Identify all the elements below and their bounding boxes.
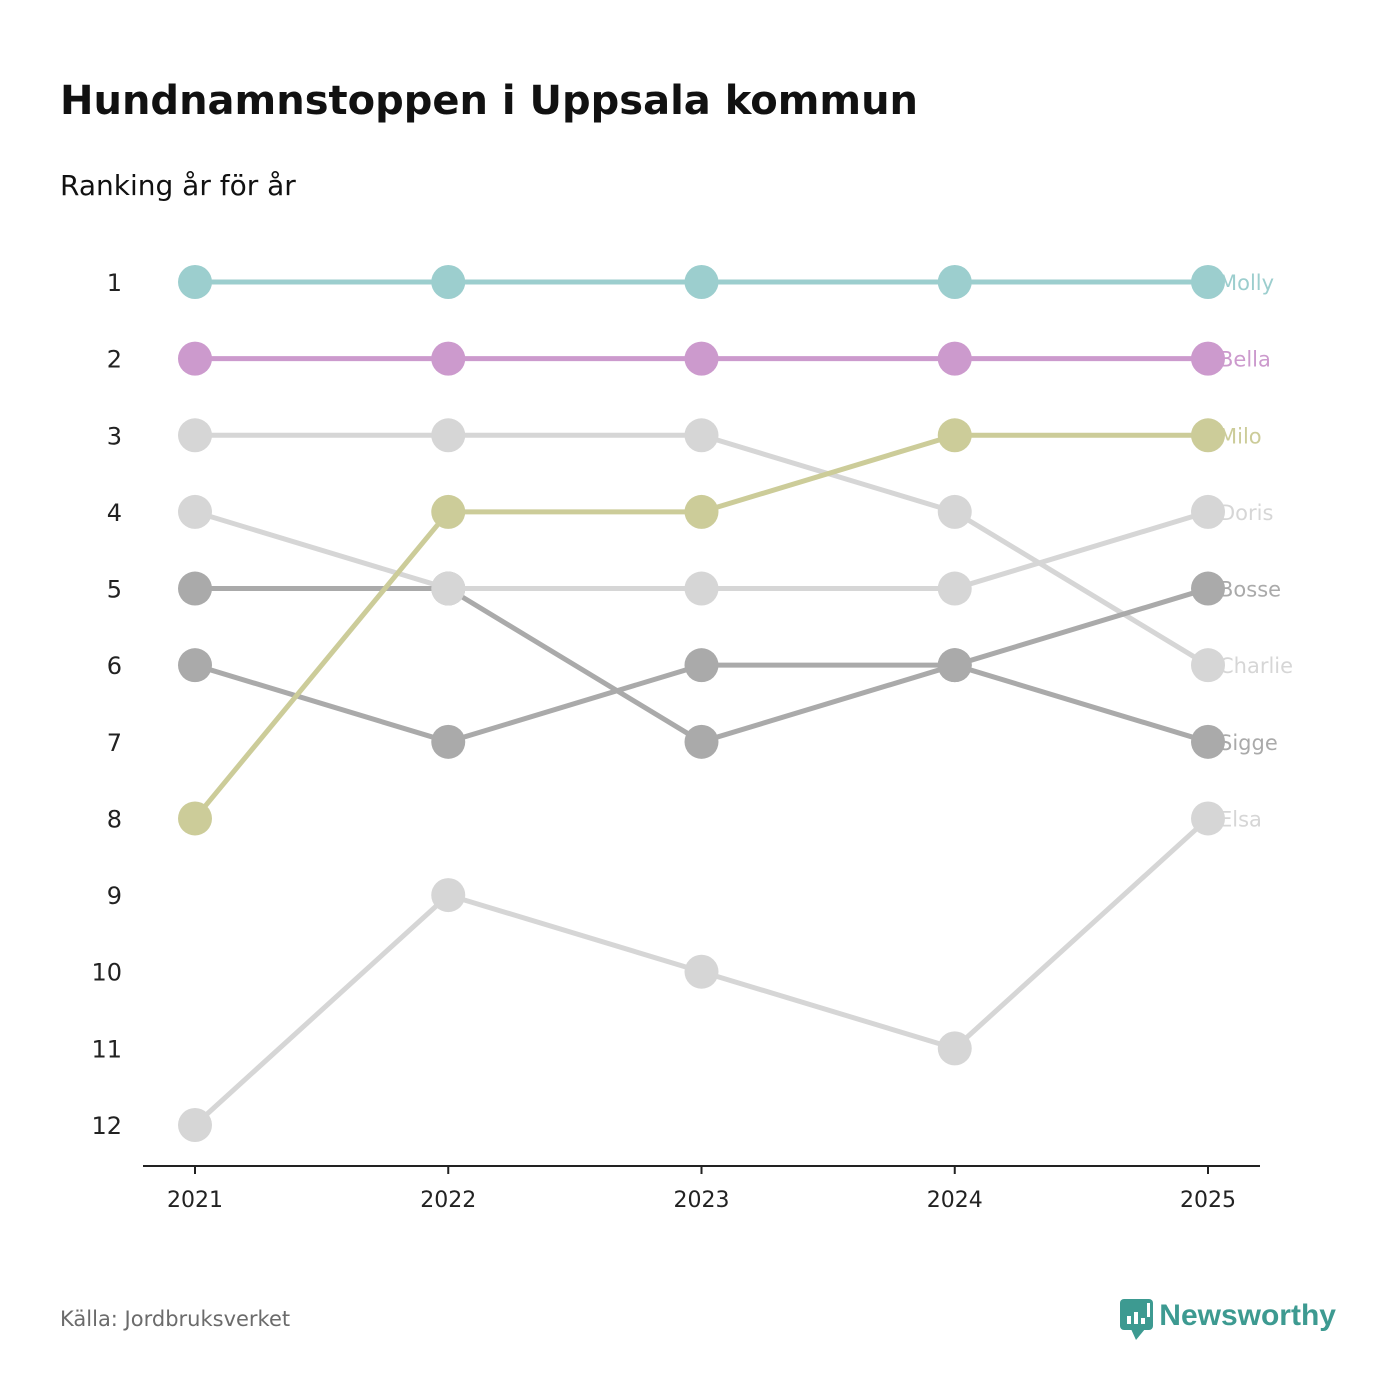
end-label-sigge: Sigge — [1219, 731, 1278, 755]
series-doris — [178, 494, 1225, 606]
series-point-charlie — [431, 418, 466, 453]
end-label-molly: Molly — [1219, 271, 1274, 295]
end-labels: Molly Bella Milo Doris Bosse Charlie Sigge Elsa — [1219, 271, 1293, 831]
series-point-molly — [178, 265, 212, 299]
y-tick-label: 11 — [91, 1035, 122, 1063]
series-point-sigge — [684, 724, 719, 759]
series-point-doris — [178, 494, 212, 529]
series-point-sigge — [1191, 724, 1225, 759]
series-point-milo — [178, 801, 212, 836]
series-point-milo — [1191, 418, 1225, 453]
series-point-elsa — [937, 1031, 972, 1066]
newsworthy-wordmark: Newsworthy — [1159, 1299, 1336, 1332]
series-point-elsa — [684, 954, 719, 989]
series-point-milo — [431, 494, 466, 529]
series-point-bosse — [937, 648, 972, 683]
series-point-doris — [431, 571, 466, 606]
series-milo — [178, 418, 1225, 836]
series-point-charlie — [178, 418, 212, 453]
series-point-charlie — [937, 494, 972, 529]
series-point-molly — [1191, 265, 1225, 299]
x-axis: 2021 2022 2023 2024 2025 — [143, 1165, 1260, 1213]
series-molly — [178, 265, 1225, 299]
x-tick-label: 2022 — [420, 1188, 476, 1213]
y-tick-label: 12 — [91, 1112, 122, 1140]
series-point-bosse — [178, 648, 212, 683]
series-bella — [178, 341, 1225, 376]
end-label-bosse: Bosse — [1219, 578, 1281, 602]
x-tick-label: 2023 — [674, 1188, 730, 1213]
series-charlie — [178, 418, 1225, 683]
newsworthy-logo-icon — [1120, 1299, 1153, 1340]
y-tick-label: 9 — [107, 882, 122, 910]
series-line-milo — [192, 432, 1211, 821]
chart-subtitle: Ranking år för år — [60, 169, 296, 202]
series-point-milo — [684, 494, 719, 529]
chart-title: Hundnamnstoppen i Uppsala kommun — [60, 78, 918, 124]
end-label-charlie: Charlie — [1219, 654, 1293, 678]
y-tick-label: 2 — [107, 346, 122, 374]
series-point-charlie — [1191, 648, 1225, 683]
x-tick-label: 2021 — [167, 1188, 223, 1213]
newsworthy-logo[interactable]: Newsworthy — [1120, 1299, 1336, 1340]
series-point-bella — [431, 341, 466, 376]
end-label-doris: Doris — [1219, 501, 1273, 525]
series-point-bosse — [431, 724, 466, 759]
end-label-bella: Bella — [1219, 348, 1271, 372]
y-tick-label: 7 — [107, 729, 122, 757]
series-point-charlie — [684, 418, 719, 453]
series-point-bella — [937, 341, 972, 376]
series-point-milo — [937, 418, 972, 453]
series-bosse — [178, 571, 1225, 759]
series-point-molly — [684, 265, 719, 299]
series-point-bella — [684, 341, 719, 376]
y-tick-label: 3 — [107, 422, 122, 450]
series-point-elsa — [1191, 801, 1225, 836]
series-layer — [178, 265, 1225, 1142]
series-point-sigge — [178, 571, 212, 606]
series-point-bella — [178, 341, 212, 376]
series-point-molly — [937, 265, 972, 299]
y-tick-label: 1 — [107, 269, 122, 297]
y-tick-label: 4 — [107, 499, 122, 527]
series-elsa — [178, 801, 1225, 1142]
source-note: Källa: Jordbruksverket — [60, 1307, 290, 1331]
y-tick-label: 5 — [107, 576, 122, 604]
series-point-elsa — [431, 878, 466, 913]
series-point-molly — [431, 265, 466, 299]
series-point-bosse — [684, 648, 719, 683]
y-tick-label: 6 — [107, 652, 122, 680]
end-label-milo: Milo — [1219, 424, 1262, 448]
series-point-bella — [1191, 341, 1225, 376]
x-tick-label: 2025 — [1180, 1188, 1236, 1213]
y-tick-label: 10 — [91, 959, 122, 987]
series-point-doris — [937, 571, 972, 606]
series-point-doris — [684, 571, 719, 606]
y-tick-label: 8 — [107, 805, 122, 833]
series-point-elsa — [178, 1108, 212, 1142]
end-label-elsa: Elsa — [1219, 807, 1262, 831]
series-point-bosse — [1191, 571, 1225, 606]
x-tick-label: 2024 — [927, 1188, 983, 1213]
series-point-doris — [1191, 494, 1225, 529]
